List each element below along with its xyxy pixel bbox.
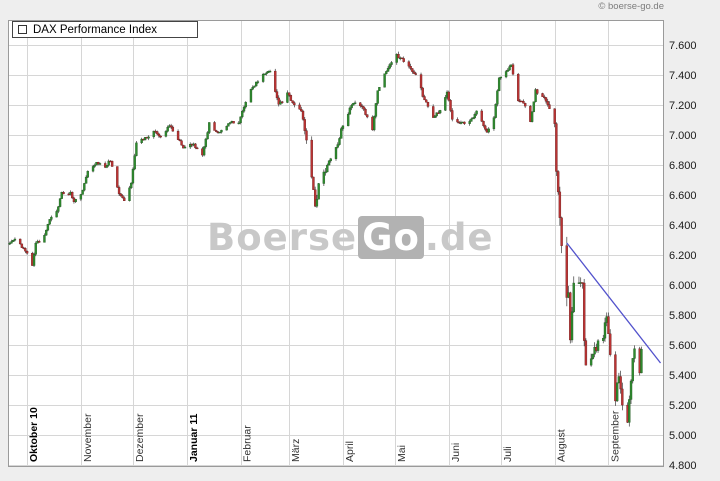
legend-label: DAX Performance Index bbox=[33, 23, 158, 36]
plot-frame bbox=[8, 20, 664, 467]
legend: DAX Performance Index bbox=[12, 21, 199, 38]
watermark-part-de: .de bbox=[424, 216, 494, 259]
watermark: Boerse Go .de bbox=[207, 216, 494, 259]
watermark-part-boerse: Boerse bbox=[207, 216, 358, 259]
gridlines bbox=[8, 20, 664, 467]
watermark-go-badge: Go bbox=[358, 216, 424, 259]
legend-swatch-icon bbox=[18, 25, 27, 34]
copyright-text: © boerse-go.de bbox=[598, 1, 664, 12]
